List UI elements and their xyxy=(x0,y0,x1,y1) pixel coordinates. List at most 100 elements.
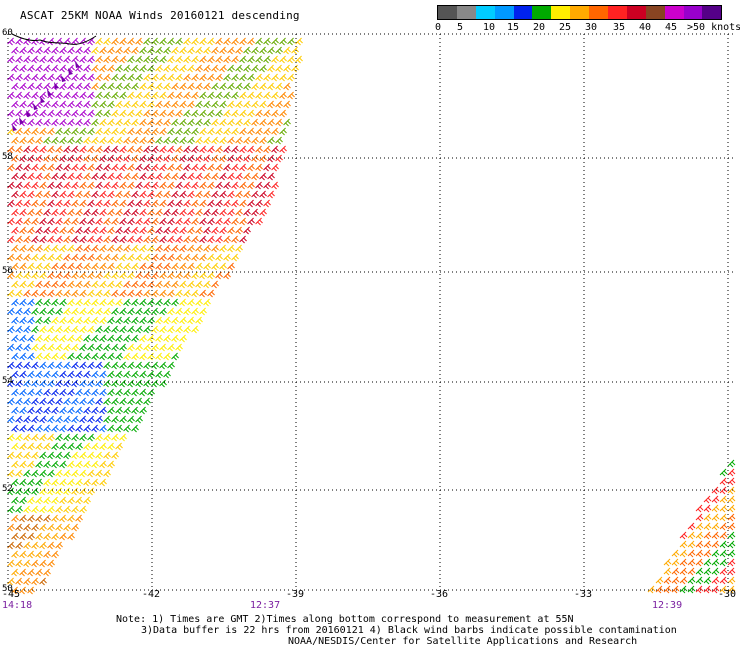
wind-barb xyxy=(175,235,183,244)
wind-barb xyxy=(219,262,227,271)
wind-barb xyxy=(183,253,191,262)
wind-barb xyxy=(7,433,15,442)
wind-barb xyxy=(19,172,27,181)
wind-barb xyxy=(39,379,47,388)
wind-barb xyxy=(47,523,55,532)
wind-barb xyxy=(235,226,243,235)
wind-barb xyxy=(67,388,75,397)
wind-barb xyxy=(51,460,59,469)
wind-barb xyxy=(203,226,211,235)
wind-barb xyxy=(199,73,207,82)
wind-barb xyxy=(239,145,247,154)
legend-swatch xyxy=(551,6,571,19)
wind-barb xyxy=(115,136,123,145)
wind-barb xyxy=(71,235,79,244)
wind-barb xyxy=(107,244,115,253)
wind-barb xyxy=(179,118,187,127)
legend-swatch xyxy=(589,6,609,19)
wind-barb xyxy=(51,244,59,253)
wind-barb xyxy=(183,235,191,244)
wind-barb xyxy=(147,100,155,109)
wind-barb xyxy=(147,226,155,235)
wind-barb xyxy=(151,343,159,352)
wind-barb xyxy=(147,280,155,289)
wind-barb xyxy=(211,172,219,181)
wind-barb xyxy=(59,298,67,307)
wind-barb xyxy=(211,136,219,145)
wind-barb xyxy=(35,568,43,577)
wind-barb xyxy=(111,109,119,118)
wind-barb xyxy=(199,181,207,190)
wind-barb xyxy=(107,406,115,415)
wind-barb xyxy=(15,325,23,334)
wind-barb xyxy=(7,307,15,316)
wind-barb xyxy=(227,172,235,181)
wind-barb xyxy=(171,352,179,361)
wind-barb xyxy=(43,82,51,91)
wind-barb xyxy=(139,334,147,343)
wind-barb xyxy=(19,550,27,559)
wind-barb xyxy=(147,262,155,271)
wind-barb xyxy=(163,262,171,271)
wind-barb xyxy=(23,127,31,136)
wind-barb xyxy=(155,190,163,199)
wind-barb xyxy=(275,100,283,109)
wind-barb xyxy=(115,118,123,127)
wind-barb xyxy=(155,82,163,91)
wind-barb xyxy=(727,513,736,522)
wind-barb xyxy=(199,253,207,262)
wind-barb xyxy=(35,388,43,397)
wind-barb xyxy=(251,172,259,181)
wind-barb xyxy=(31,397,39,406)
wind-barb xyxy=(107,64,115,73)
wind-barb xyxy=(247,127,255,136)
wind-barb xyxy=(23,253,31,262)
wind-barb xyxy=(167,217,175,226)
wind-barb xyxy=(147,118,155,127)
wind-barb xyxy=(27,280,35,289)
wind-barb xyxy=(231,73,239,82)
wind-barb xyxy=(39,577,47,586)
wind-barb xyxy=(47,307,55,316)
wind-barb xyxy=(211,82,219,91)
wind-barb xyxy=(79,73,87,82)
wind-barb xyxy=(159,217,167,226)
wind-barb xyxy=(171,316,179,325)
wind-barb xyxy=(39,73,47,82)
wind-barb xyxy=(275,64,283,73)
wind-barb xyxy=(139,280,147,289)
wind-barb xyxy=(671,585,680,594)
wind-barb xyxy=(203,172,211,181)
wind-barb xyxy=(119,307,127,316)
wind-barb xyxy=(275,46,283,55)
wind-barb xyxy=(83,190,91,199)
wind-barb xyxy=(31,271,39,280)
wind-barb xyxy=(95,235,103,244)
wind-barb xyxy=(111,55,119,64)
wind-barb xyxy=(43,460,51,469)
wind-barb xyxy=(271,163,279,172)
wind-barb xyxy=(139,172,147,181)
wind-barb xyxy=(227,190,235,199)
wind-barb xyxy=(107,442,115,451)
wind-barb xyxy=(67,514,75,523)
wind-barb xyxy=(7,325,15,334)
wind-barb xyxy=(95,307,103,316)
wind-barb xyxy=(179,136,187,145)
wind-barb xyxy=(151,145,159,154)
wind-barb xyxy=(19,478,27,487)
wind-barb xyxy=(151,91,159,100)
wind-barb xyxy=(679,549,688,558)
wind-barb xyxy=(119,73,127,82)
wind-barb xyxy=(263,73,271,82)
wind-barb xyxy=(259,136,267,145)
wind-barb xyxy=(127,289,135,298)
wind-barb xyxy=(107,226,115,235)
wind-barb xyxy=(711,540,720,549)
wind-barb xyxy=(11,100,19,109)
wind-barb xyxy=(103,343,111,352)
wind-barb xyxy=(247,145,255,154)
wind-barb xyxy=(71,127,79,136)
wind-barb xyxy=(687,540,696,549)
wind-barb xyxy=(47,451,55,460)
